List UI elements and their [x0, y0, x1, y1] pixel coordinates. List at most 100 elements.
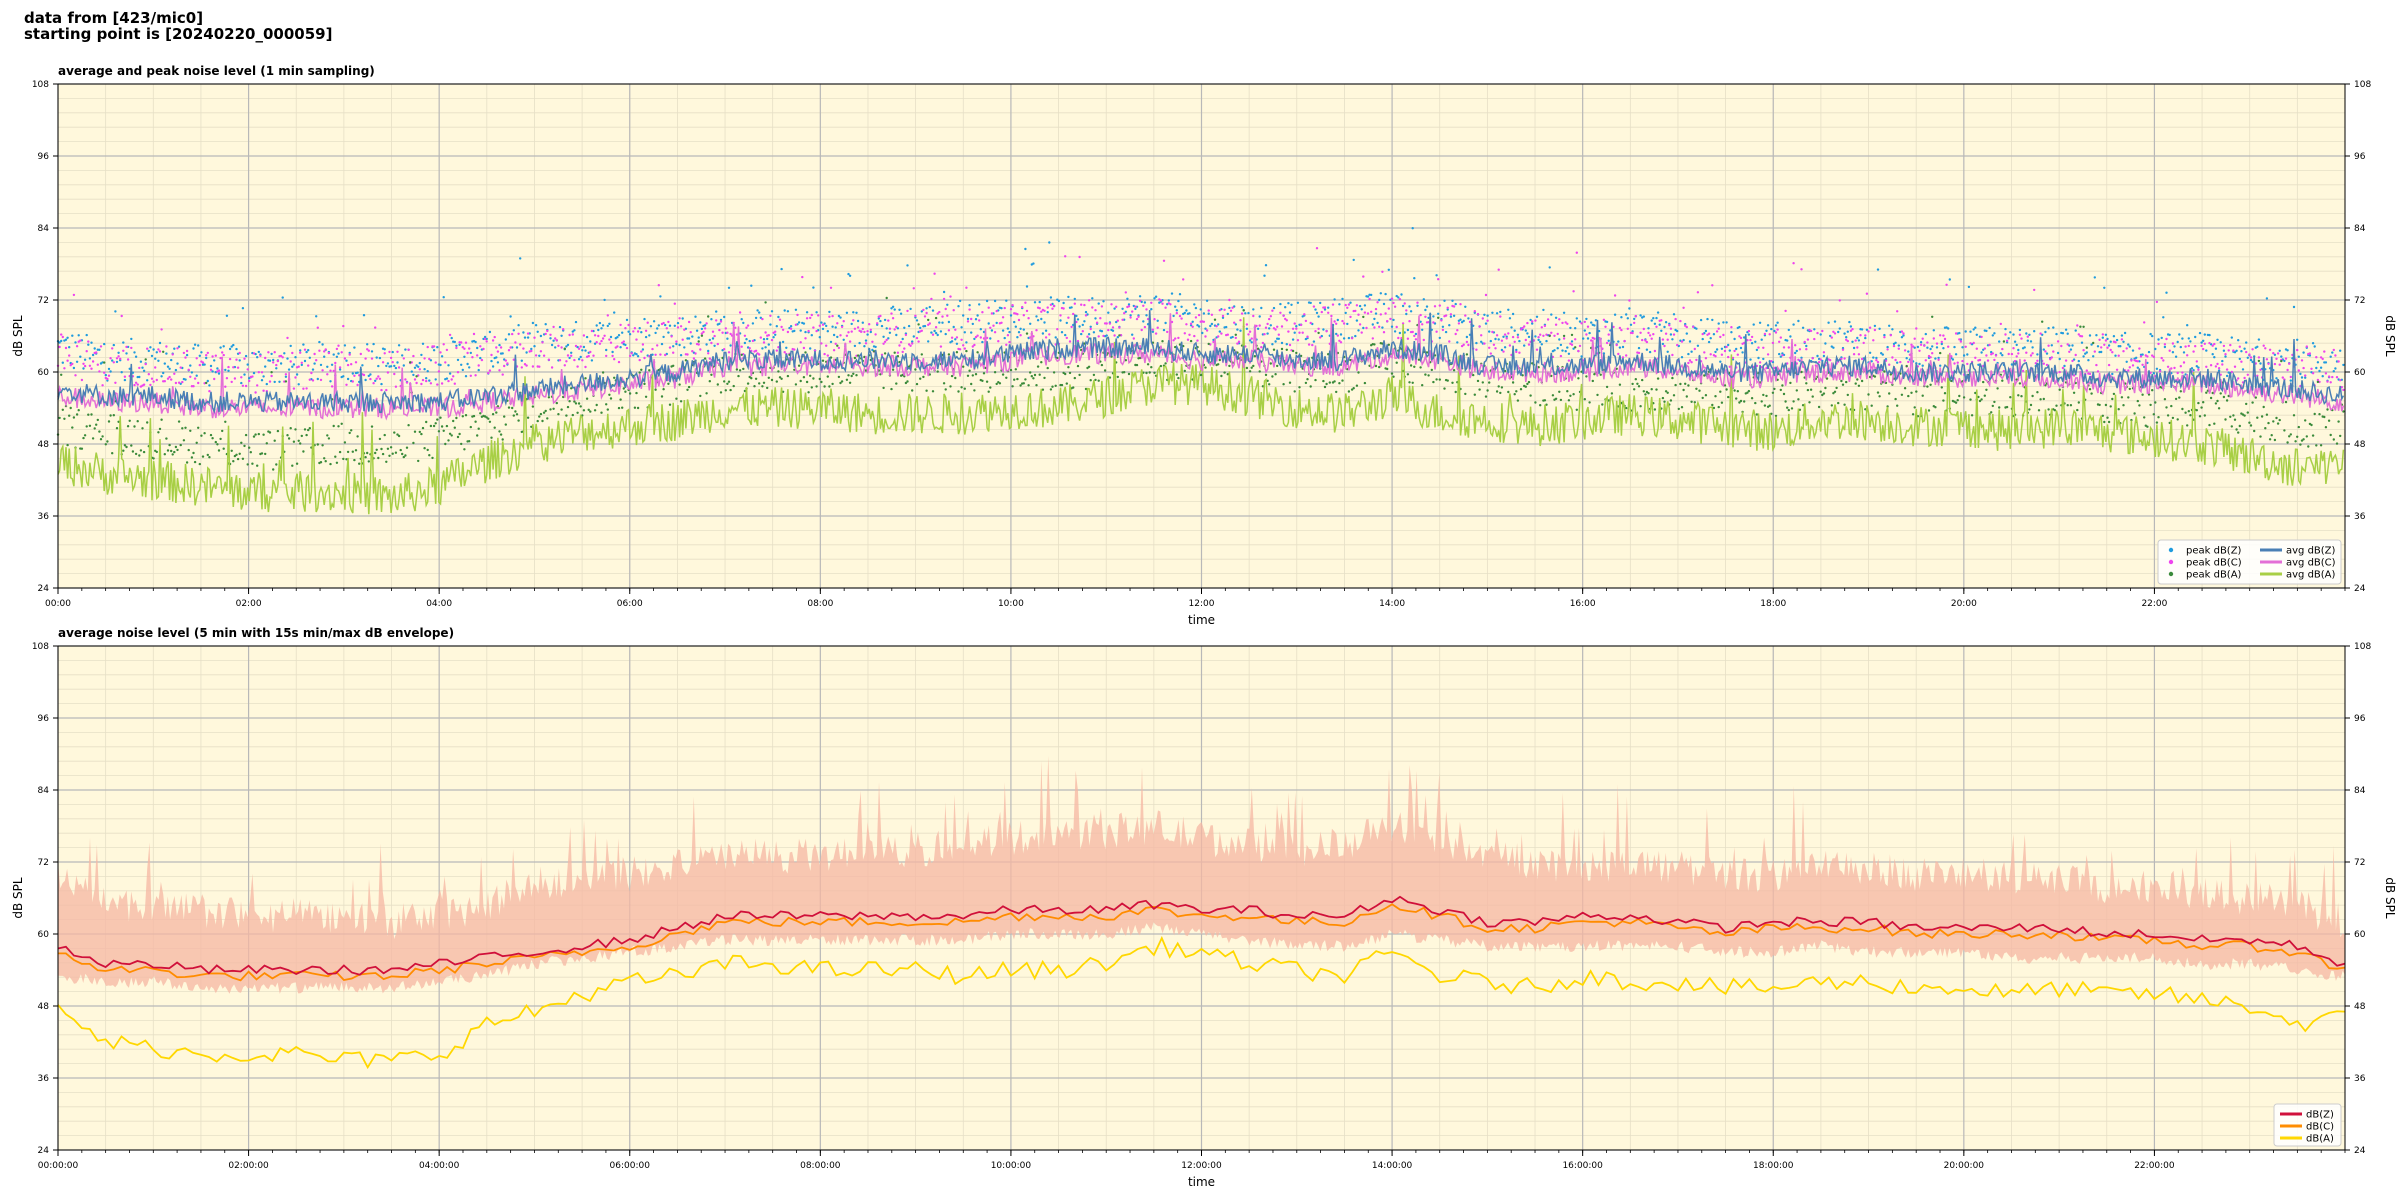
peak-point [1792, 262, 1795, 265]
peak-point [1121, 318, 1124, 321]
peak-point [1457, 322, 1461, 325]
peak-point [2232, 349, 2235, 352]
peak-point [440, 425, 444, 428]
peak-point [2324, 372, 2328, 375]
peak-point [1564, 350, 1567, 353]
peak-point [299, 349, 302, 352]
peak-point [1064, 333, 1067, 337]
peak-point [1637, 346, 1641, 350]
peak-point [181, 380, 184, 384]
peak-point [847, 374, 850, 377]
peak-point [397, 366, 401, 369]
legend-label: avg dB(C) [2286, 558, 2336, 569]
peak-point [2216, 362, 2219, 366]
peak-point [211, 355, 214, 358]
peak-point [224, 368, 227, 372]
peak-point [1991, 334, 1995, 337]
peak-point [1550, 331, 1553, 334]
peak-point [609, 335, 613, 339]
peak-point [1629, 323, 1633, 326]
peak-point [1094, 309, 1097, 312]
peak-point [2241, 368, 2245, 371]
peak-point [1570, 340, 1574, 343]
peak-point [386, 362, 390, 365]
peak-point [568, 400, 571, 403]
peak-point [2045, 352, 2049, 355]
peak-point [1374, 364, 1378, 368]
peak-point [1859, 334, 1862, 337]
peak-point [2286, 368, 2289, 372]
peak-point [1080, 303, 1083, 306]
peak-point [209, 368, 213, 371]
y-tick-label-left: 60 [38, 368, 50, 378]
peak-point [1306, 335, 1309, 338]
peak-point [1049, 388, 1053, 391]
peak-point [2017, 394, 2020, 397]
peak-point [2131, 364, 2135, 367]
peak-point [279, 362, 283, 365]
peak-point [2208, 341, 2211, 345]
peak-point [275, 363, 278, 367]
peak-point [152, 380, 155, 383]
peak-point [1084, 314, 1088, 317]
peak-point [2300, 439, 2304, 442]
peak-point [343, 441, 347, 444]
peak-point [2214, 365, 2218, 368]
peak-point [1325, 330, 1328, 333]
peak-point [1258, 324, 1261, 327]
peak-point [1607, 339, 1610, 342]
peak-point [748, 339, 751, 343]
peak-point [1162, 328, 1166, 332]
peak-point [571, 333, 574, 336]
peak-point [1977, 363, 1980, 366]
peak-point [512, 414, 515, 417]
y-tick-label-right: 108 [2354, 642, 2371, 652]
peak-point [662, 388, 665, 391]
peak-point [668, 346, 672, 349]
peak-point [318, 340, 321, 344]
peak-point [821, 359, 825, 362]
peak-point [2104, 403, 2108, 407]
peak-point [1779, 336, 1783, 339]
peak-point [2072, 358, 2076, 361]
peak-point [549, 333, 552, 336]
peak-point [2101, 333, 2104, 336]
peak-point [1696, 344, 1700, 347]
peak-point [2211, 344, 2214, 347]
peak-point [342, 457, 345, 461]
peak-point [2152, 355, 2155, 359]
peak-point [960, 386, 963, 389]
peak-point [1049, 296, 1053, 299]
peak-point [1865, 328, 1869, 331]
peak-point [1618, 346, 1622, 349]
peak-point [383, 352, 386, 355]
peak-point [853, 356, 857, 360]
peak-point [287, 368, 291, 371]
peak-point [890, 387, 893, 391]
peak-point [2313, 412, 2316, 416]
peak-point [2230, 336, 2233, 339]
peak-point [1097, 335, 1100, 338]
peak-point [453, 340, 456, 344]
peak-point [1414, 338, 1418, 341]
peak-point [1699, 318, 1703, 322]
peak-point [1271, 309, 1274, 312]
peak-point [605, 354, 608, 358]
peak-point [1704, 394, 1708, 397]
peak-point [643, 382, 646, 386]
peak-point [842, 320, 845, 323]
peak-point [1145, 371, 1148, 375]
peak-point [1661, 338, 1665, 341]
peak-point [778, 318, 782, 321]
peak-point [1378, 365, 1381, 369]
y-tick-label-left: 36 [38, 1074, 50, 1084]
peak-point [1575, 408, 1579, 411]
peak-point [1127, 303, 1131, 306]
peak-point [2273, 362, 2277, 366]
peak-point [2198, 331, 2202, 335]
peak-point [1378, 325, 1381, 328]
peak-point [925, 389, 928, 392]
peak-point [2098, 338, 2101, 341]
peak-point [1531, 320, 1534, 323]
peak-point [668, 403, 672, 406]
